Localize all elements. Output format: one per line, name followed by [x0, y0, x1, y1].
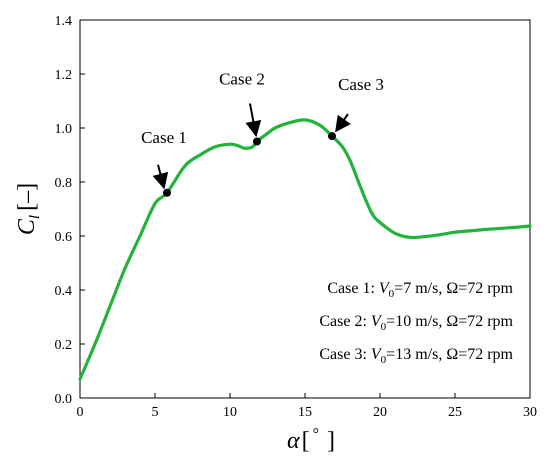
case-label: Case 3	[338, 75, 384, 94]
x-tick-label: 25	[448, 405, 462, 420]
cl-alpha-curve	[78, 118, 532, 381]
x-tick-label: 20	[373, 405, 387, 420]
legend-line-3: Case 3: V0=13 m/s, Ω=72 rpm	[319, 346, 513, 366]
case-arrow	[335, 113, 351, 133]
x-tick-label: 5	[152, 405, 159, 420]
y-tick-label: 0.2	[55, 338, 73, 353]
case-legend: Case 1: V0=7 m/s, Ω=72 rpm Case 2: V0=10…	[319, 280, 513, 366]
case-label: Case 1	[141, 128, 187, 147]
y-tick-label: 1.2	[55, 68, 73, 83]
x-tick-label: 15	[298, 405, 312, 420]
y-axis-ticks: 0.0 0.2 0.4 0.6 0.8 1.0 1.2 1.4	[55, 14, 85, 407]
y-tick-label: 0.6	[55, 230, 73, 245]
case-arrow	[245, 103, 262, 138]
x-axis-label: α[°]	[287, 426, 335, 454]
plot-frame	[79, 19, 531, 399]
case-point	[253, 137, 261, 146]
legend-line-2: Case 2: V0=10 m/s, Ω=72 rpm	[319, 313, 513, 333]
case-points: Case 1 Case 2 Case 3	[141, 70, 384, 197]
x-tick-label: 10	[223, 405, 237, 420]
case-point	[163, 188, 171, 197]
x-tick-label: 0	[77, 405, 84, 420]
case-arrow	[152, 164, 169, 190]
y-tick-label: 0.0	[55, 392, 73, 407]
y-tick-label: 0.4	[55, 284, 73, 299]
legend-line-1: Case 1: V0=7 m/s, Ω=72 rpm	[327, 280, 513, 300]
y-tick-label: 0.8	[55, 176, 73, 191]
case-point	[328, 132, 336, 141]
case-label: Case 2	[219, 70, 265, 89]
y-tick-label: 1.4	[55, 14, 73, 29]
x-axis-ticks: 0 5 10 15 20 25 30	[77, 393, 537, 420]
y-axis-label: Cl[–]	[14, 183, 43, 235]
y-tick-label: 1.0	[55, 122, 73, 137]
x-tick-label: 30	[523, 405, 537, 420]
